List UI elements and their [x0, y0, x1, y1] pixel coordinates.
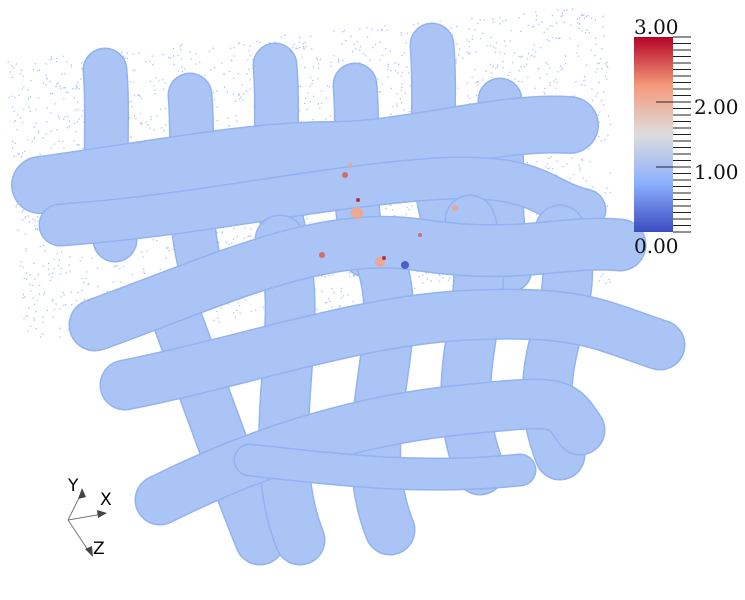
- z-arrow-icon: [85, 546, 93, 557]
- color-legend-bar: [634, 37, 673, 232]
- legend-label-2: 2.00: [694, 95, 739, 119]
- axis-label-z: Z: [93, 539, 105, 559]
- warp-yarn-front: [351, 236, 414, 554]
- color-legend-ticks: [656, 36, 691, 233]
- weft-yarn: [70, 217, 645, 350]
- legend-label-1: 1.00: [694, 160, 739, 184]
- stress-hotspot: [401, 261, 409, 269]
- stress-hotspot: [452, 205, 458, 211]
- stress-hotspot: [319, 252, 325, 258]
- stress-hotspot: [348, 163, 352, 167]
- warp-yarn-front: [146, 276, 284, 564]
- stress-hotspot: [351, 207, 363, 219]
- legend-label-min: 0.00: [634, 234, 679, 258]
- stress-hotspot: [375, 257, 385, 267]
- axis-label-x: X: [100, 490, 112, 510]
- axes-triad: [67, 488, 107, 557]
- legend-label-max: 3.00: [634, 15, 679, 39]
- stress-hotspot: [382, 256, 386, 260]
- stress-hotspot: [418, 233, 422, 237]
- weft-yarn: [235, 445, 535, 490]
- weft-yarn-back: [40, 157, 605, 245]
- y-arrow-icon: [78, 488, 86, 499]
- weft-yarn: [101, 290, 684, 409]
- stress-hotspot: [356, 198, 360, 202]
- stress-hotspot: [342, 172, 348, 178]
- weft-yarn-back: [12, 96, 598, 213]
- x-arrow-icon: [97, 510, 107, 518]
- axis-label-y: Y: [68, 476, 79, 496]
